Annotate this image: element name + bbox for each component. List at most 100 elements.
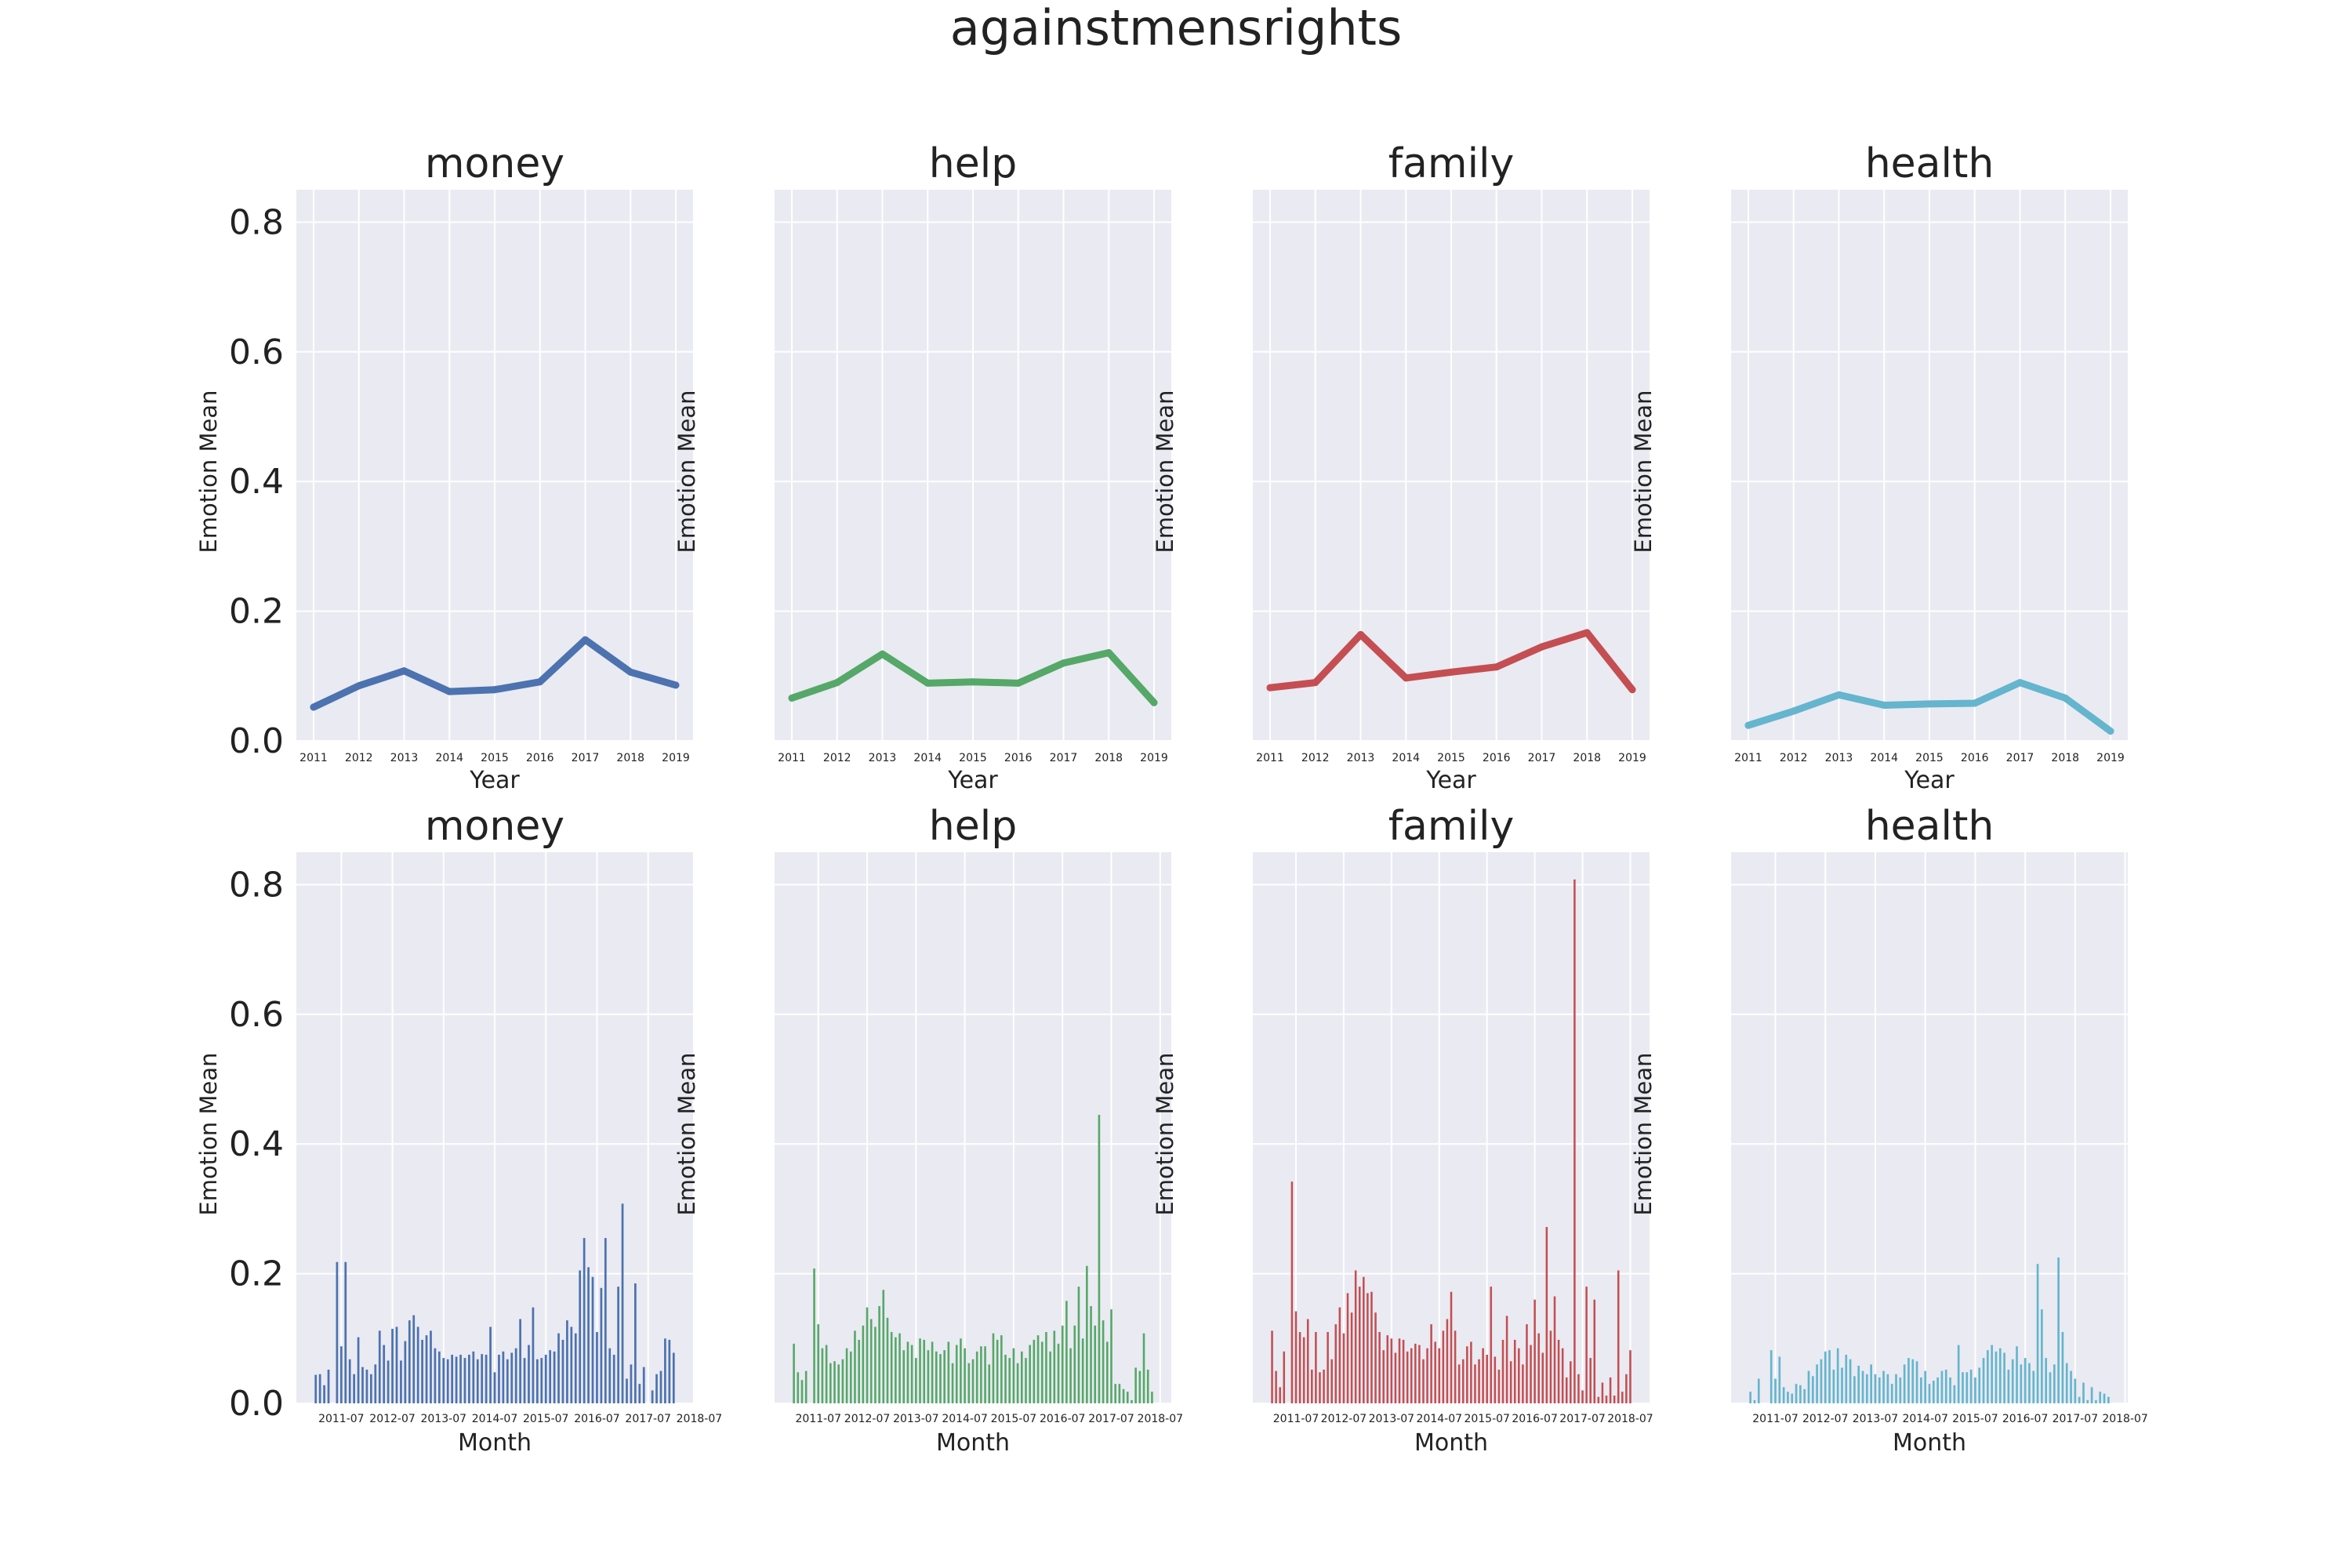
bar bbox=[587, 1267, 590, 1403]
data-point bbox=[1790, 707, 1798, 715]
bar bbox=[996, 1339, 999, 1403]
bar bbox=[1870, 1364, 1872, 1403]
data-point bbox=[310, 703, 318, 711]
bar bbox=[659, 1370, 662, 1403]
bar bbox=[1866, 1374, 1868, 1403]
bar bbox=[837, 1364, 840, 1403]
bar bbox=[655, 1374, 658, 1403]
bar bbox=[485, 1354, 488, 1403]
bar bbox=[1486, 1354, 1488, 1403]
x-tick-label: 2015 bbox=[481, 752, 509, 764]
bar bbox=[1940, 1370, 1944, 1403]
bar bbox=[1330, 1359, 1333, 1403]
x-tick-label: 2011-07 bbox=[795, 1413, 841, 1425]
bar bbox=[2053, 1364, 2056, 1403]
x-tick-label: 2011 bbox=[1734, 752, 1762, 764]
x-tick-label: 2011-07 bbox=[318, 1413, 365, 1425]
bar bbox=[1920, 1377, 1922, 1403]
data-point bbox=[833, 679, 841, 687]
bar bbox=[1601, 1382, 1604, 1403]
x-axis-label: Year bbox=[1904, 767, 1955, 794]
x-tick-label: 2014-07 bbox=[472, 1413, 518, 1425]
bar bbox=[951, 1363, 954, 1403]
bar bbox=[1911, 1359, 1915, 1403]
bar bbox=[1334, 1324, 1338, 1403]
x-tick-label: 2018 bbox=[1094, 752, 1123, 764]
bar bbox=[1271, 1330, 1273, 1403]
bar bbox=[1311, 1369, 1313, 1403]
y-tick-label: 0.4 bbox=[229, 462, 284, 502]
data-point bbox=[2061, 694, 2069, 702]
data-point bbox=[879, 650, 886, 658]
bar bbox=[1294, 1311, 1298, 1403]
bar bbox=[1382, 1350, 1385, 1403]
data-point bbox=[1357, 630, 1364, 638]
x-tick-label: 2016 bbox=[1483, 752, 1511, 764]
x-tick-label: 2013 bbox=[390, 752, 419, 764]
data-point bbox=[355, 682, 363, 690]
bar bbox=[1461, 1359, 1465, 1403]
bar bbox=[1799, 1385, 1802, 1403]
x-tick-label: 2017-07 bbox=[2053, 1413, 2099, 1425]
bar bbox=[459, 1354, 462, 1403]
x-tick-label: 2013-07 bbox=[893, 1413, 939, 1425]
bar bbox=[1494, 1356, 1497, 1403]
y-tick-label: 0.8 bbox=[229, 865, 284, 905]
bar bbox=[1949, 1377, 1951, 1403]
bar bbox=[1861, 1370, 1864, 1403]
bar bbox=[1501, 1339, 1504, 1403]
bar bbox=[1816, 1364, 1818, 1403]
bar bbox=[1025, 1358, 1027, 1403]
x-tick-label: 2015-07 bbox=[1464, 1413, 1510, 1425]
bar bbox=[1012, 1348, 1015, 1403]
bar bbox=[2078, 1396, 2081, 1403]
bar bbox=[2074, 1378, 2077, 1403]
bar bbox=[2107, 1396, 2110, 1403]
data-point bbox=[1105, 649, 1112, 657]
bar bbox=[1530, 1345, 1532, 1403]
bar bbox=[630, 1364, 633, 1403]
x-tick-label: 2019 bbox=[1140, 752, 1168, 764]
bar bbox=[1570, 1361, 1572, 1403]
bar bbox=[528, 1345, 530, 1403]
bar bbox=[672, 1352, 675, 1403]
bar bbox=[2082, 1382, 2085, 1403]
y-axis-label: Emotion Mean bbox=[1152, 1052, 1178, 1215]
bar bbox=[992, 1333, 995, 1403]
bar bbox=[813, 1268, 815, 1403]
bar bbox=[2103, 1393, 2106, 1403]
bar bbox=[1482, 1348, 1484, 1403]
bar bbox=[425, 1335, 428, 1403]
bar bbox=[327, 1369, 330, 1403]
x-tick-label: 2014 bbox=[913, 752, 942, 764]
bar bbox=[2028, 1363, 2031, 1403]
bar bbox=[817, 1324, 820, 1403]
bar bbox=[874, 1327, 877, 1403]
bar bbox=[964, 1348, 966, 1403]
x-axis-label: Month bbox=[458, 1429, 532, 1457]
bar bbox=[1142, 1333, 1145, 1403]
x-tick-label: 2015-07 bbox=[1952, 1413, 1998, 1425]
bar bbox=[919, 1338, 921, 1403]
bar bbox=[1283, 1351, 1286, 1403]
figure-title: againstmensrights bbox=[949, 0, 1403, 56]
bar bbox=[1102, 1320, 1105, 1403]
bar bbox=[1561, 1348, 1564, 1403]
bar bbox=[1478, 1359, 1480, 1403]
y-axis-label: Emotion Mean bbox=[673, 390, 700, 553]
bar bbox=[1378, 1332, 1381, 1403]
x-tick-label: 2015-07 bbox=[991, 1413, 1037, 1425]
bar bbox=[1457, 1364, 1461, 1403]
bar bbox=[793, 1343, 795, 1403]
bar bbox=[1151, 1392, 1153, 1403]
bar bbox=[642, 1367, 645, 1403]
bar bbox=[886, 1317, 889, 1403]
bar bbox=[400, 1360, 402, 1403]
x-tick-label: 2017 bbox=[2006, 752, 2034, 764]
bar bbox=[1807, 1370, 1810, 1403]
y-tick-label: 0.8 bbox=[229, 202, 284, 242]
bar bbox=[1953, 1385, 1956, 1403]
bar bbox=[1849, 1359, 1852, 1403]
bar bbox=[1069, 1348, 1072, 1403]
